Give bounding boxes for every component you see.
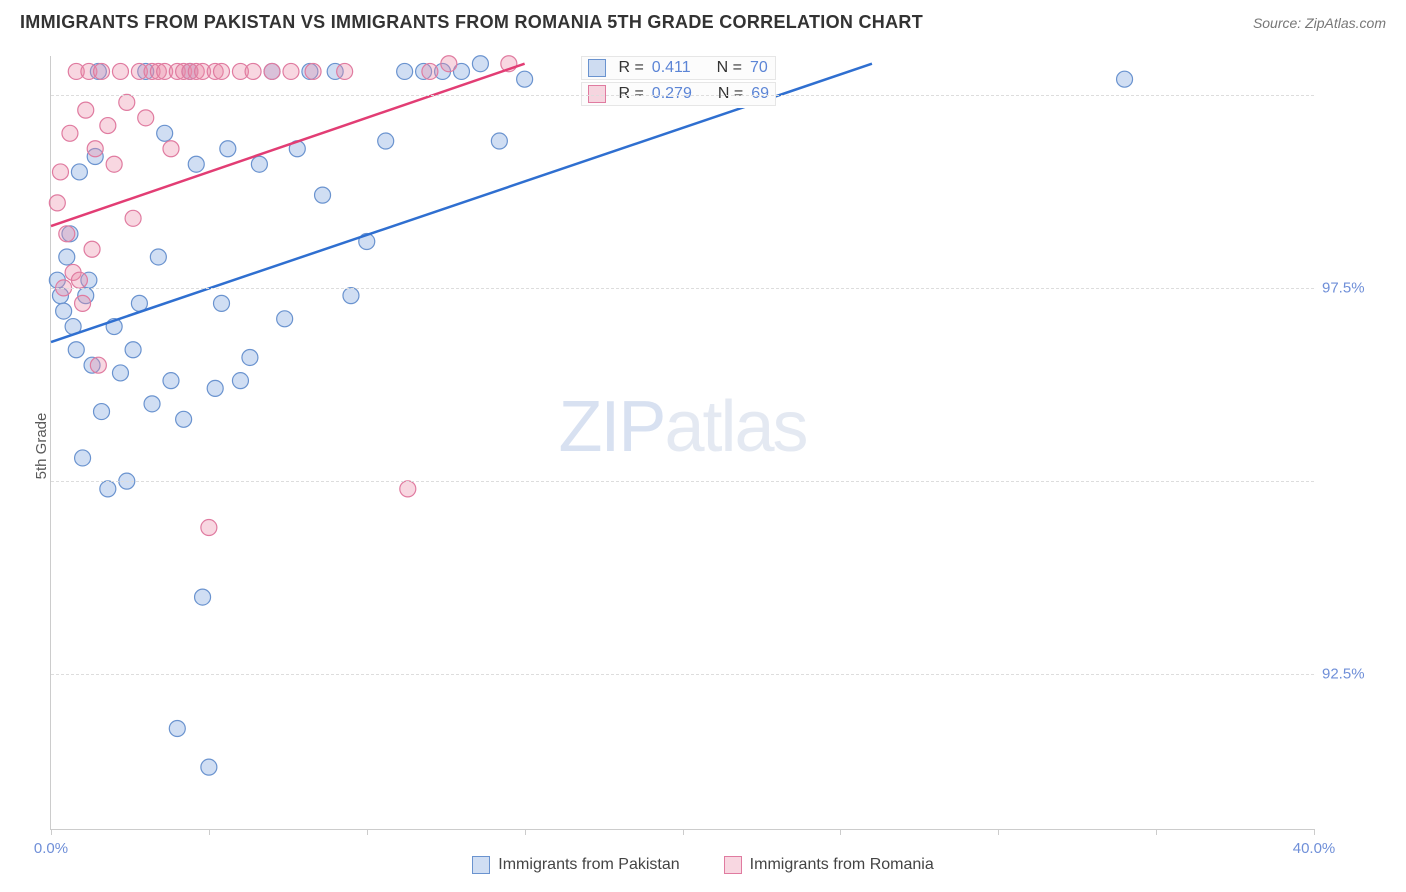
data-point xyxy=(214,295,230,311)
x-tick xyxy=(209,829,210,835)
data-point xyxy=(245,63,261,79)
data-point xyxy=(343,288,359,304)
plot-svg xyxy=(51,56,1314,829)
data-point xyxy=(201,520,217,536)
data-point xyxy=(422,63,438,79)
data-point xyxy=(232,373,248,389)
r-value-pakistan: 0.411 xyxy=(652,59,691,77)
data-point xyxy=(491,133,507,149)
data-point xyxy=(100,118,116,134)
legend-label-romania: Immigrants from Romania xyxy=(750,856,934,874)
data-point xyxy=(106,156,122,172)
data-point xyxy=(201,759,217,775)
gridline xyxy=(51,674,1314,675)
y-tick-label: 92.5% xyxy=(1322,666,1394,683)
data-point xyxy=(71,272,87,288)
swatch-blue xyxy=(472,856,490,874)
data-point xyxy=(87,141,103,157)
y-axis-label: 5th Grade xyxy=(33,413,50,480)
data-point xyxy=(264,63,280,79)
data-point xyxy=(56,303,72,319)
x-tick xyxy=(525,829,526,835)
x-tick xyxy=(840,829,841,835)
data-point xyxy=(125,210,141,226)
legend-row-pakistan: R = 0.411 N = 70 xyxy=(581,56,776,80)
data-point xyxy=(315,187,331,203)
data-point xyxy=(472,56,488,72)
legend-item-romania: Immigrants from Romania xyxy=(724,856,934,874)
data-point xyxy=(195,589,211,605)
r-label: R = xyxy=(618,59,643,77)
data-point xyxy=(378,133,394,149)
source-credit: Source: ZipAtlas.com xyxy=(1253,15,1386,31)
swatch-pink xyxy=(724,856,742,874)
data-point xyxy=(176,411,192,427)
data-point xyxy=(84,241,100,257)
data-point xyxy=(242,349,258,365)
data-point xyxy=(188,156,204,172)
data-point xyxy=(157,125,173,141)
data-point xyxy=(400,481,416,497)
data-point xyxy=(94,404,110,420)
data-point xyxy=(78,102,94,118)
gridline xyxy=(51,481,1314,482)
swatch-blue xyxy=(588,59,606,77)
data-point xyxy=(138,110,154,126)
x-tick xyxy=(1314,829,1315,835)
data-point xyxy=(71,164,87,180)
legend-item-pakistan: Immigrants from Pakistan xyxy=(472,856,679,874)
data-point xyxy=(1117,71,1133,87)
data-point xyxy=(305,63,321,79)
data-point xyxy=(517,71,533,87)
x-tick xyxy=(1156,829,1157,835)
data-point xyxy=(68,342,84,358)
data-point xyxy=(90,357,106,373)
correlation-legend: R = 0.411 N = 70 R = 0.279 N = 69 xyxy=(581,56,776,108)
x-tick xyxy=(51,829,52,835)
gridline xyxy=(51,95,1314,96)
data-point xyxy=(397,63,413,79)
data-point xyxy=(49,195,65,211)
data-point xyxy=(251,156,267,172)
data-point xyxy=(220,141,236,157)
data-point xyxy=(277,311,293,327)
trend-line xyxy=(51,64,525,226)
chart-header: IMMIGRANTS FROM PAKISTAN VS IMMIGRANTS F… xyxy=(0,0,1406,41)
data-point xyxy=(150,249,166,265)
x-tick-label: 0.0% xyxy=(34,840,68,857)
x-tick xyxy=(683,829,684,835)
data-point xyxy=(59,226,75,242)
data-point xyxy=(163,373,179,389)
data-point xyxy=(283,63,299,79)
data-point xyxy=(125,342,141,358)
x-tick-label: 40.0% xyxy=(1293,840,1336,857)
plot-area: ZIPatlas R = 0.411 N = 70 R = 0.279 N = … xyxy=(50,56,1314,830)
data-point xyxy=(75,450,91,466)
data-point xyxy=(163,141,179,157)
data-point xyxy=(112,365,128,381)
y-tick-label: 97.5% xyxy=(1322,279,1394,296)
n-label: N = xyxy=(717,59,742,77)
series-legend: Immigrants from Pakistan Immigrants from… xyxy=(0,856,1406,874)
data-point xyxy=(94,63,110,79)
chart-title: IMMIGRANTS FROM PAKISTAN VS IMMIGRANTS F… xyxy=(20,12,923,33)
x-tick xyxy=(367,829,368,835)
x-tick xyxy=(998,829,999,835)
data-point xyxy=(59,249,75,265)
data-point xyxy=(112,63,128,79)
data-point xyxy=(214,63,230,79)
data-point xyxy=(62,125,78,141)
data-point xyxy=(337,63,353,79)
legend-label-pakistan: Immigrants from Pakistan xyxy=(498,856,679,874)
data-point xyxy=(144,396,160,412)
data-point xyxy=(100,481,116,497)
data-point xyxy=(119,94,135,110)
data-point xyxy=(75,295,91,311)
data-point xyxy=(169,721,185,737)
gridline xyxy=(51,288,1314,289)
n-value-pakistan: 70 xyxy=(750,59,768,77)
data-point xyxy=(52,164,68,180)
data-point xyxy=(207,380,223,396)
data-point xyxy=(441,56,457,72)
